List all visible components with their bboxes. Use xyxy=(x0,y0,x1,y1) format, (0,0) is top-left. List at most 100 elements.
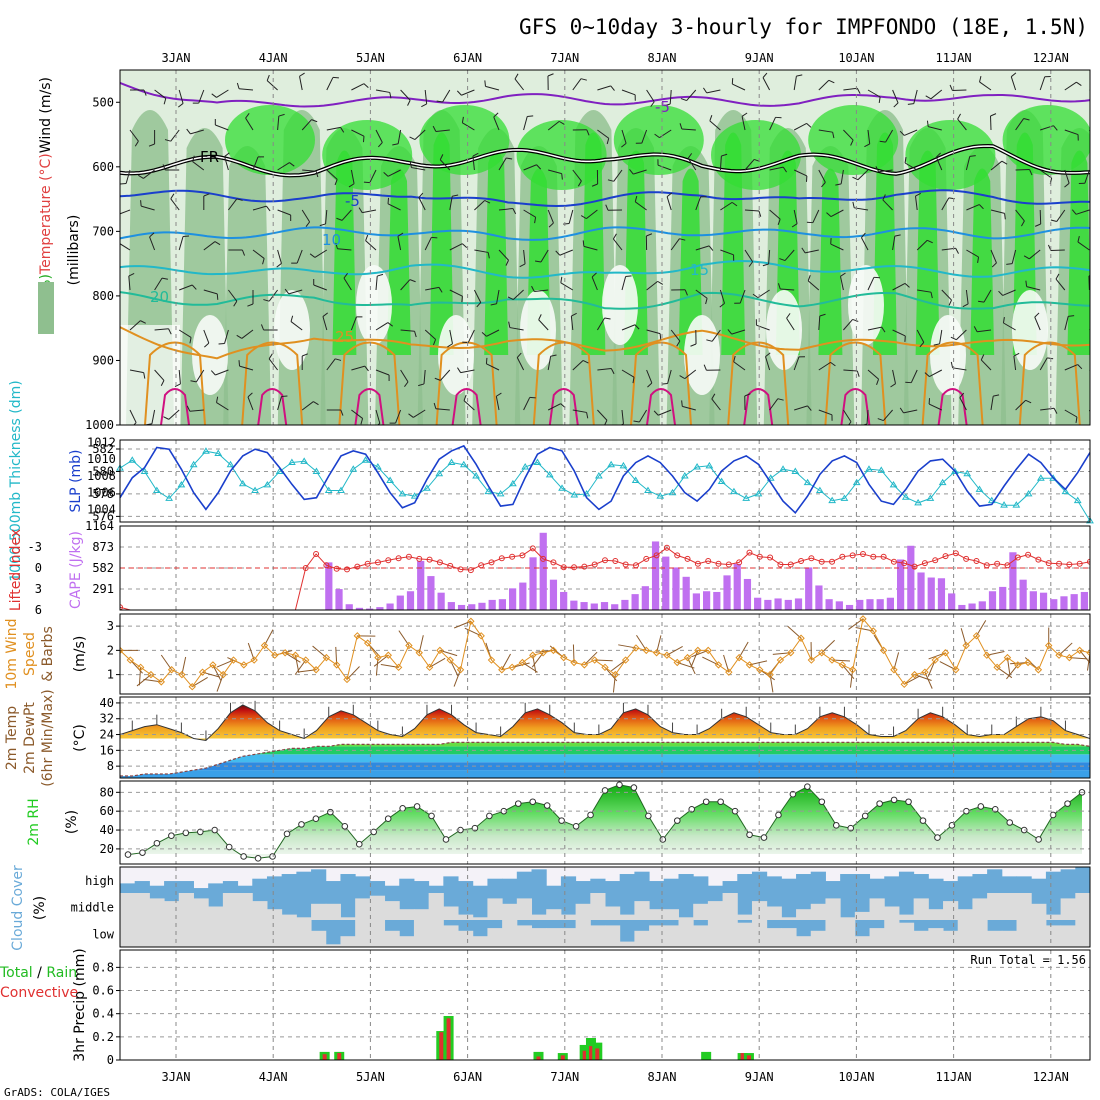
isotherm-lobe xyxy=(1018,341,1081,425)
thickness-point xyxy=(423,484,431,491)
wind-ylabel-c: & Barbs xyxy=(40,626,56,682)
rh-point xyxy=(832,822,840,829)
tick-label: 800 xyxy=(92,289,114,303)
cloud-cell xyxy=(943,901,959,920)
cloud-cell xyxy=(898,922,915,947)
thickness-point xyxy=(312,467,321,474)
wind-ylabel-b: Speed xyxy=(22,632,38,676)
wind-barb-flag xyxy=(377,142,383,148)
thickness-point xyxy=(619,461,628,469)
cloud-high-cell xyxy=(237,885,253,893)
cape-bar xyxy=(672,567,680,610)
wind-barb xyxy=(924,671,933,689)
wind-barb-flag xyxy=(268,353,273,360)
wind-barb-flag xyxy=(979,76,982,83)
wind-barb xyxy=(892,329,906,337)
wind-barb xyxy=(168,409,180,420)
wind-barb xyxy=(720,249,734,256)
thickness-point xyxy=(214,449,223,456)
wind-speed-point xyxy=(807,656,816,664)
lifted-point xyxy=(880,553,887,560)
wind-barb xyxy=(681,128,696,131)
wind-speed-point xyxy=(167,666,176,674)
wind-barb xyxy=(241,329,254,339)
wind-barb-flag xyxy=(653,410,659,416)
wind-barb xyxy=(398,630,410,646)
wind-barb xyxy=(1011,249,1017,264)
rh-point xyxy=(616,781,623,789)
cape-tick-label: 873 xyxy=(92,540,114,554)
rh-point xyxy=(254,855,262,862)
cloud-cell xyxy=(840,920,856,947)
thickness-point xyxy=(828,496,837,504)
lifted-point xyxy=(942,553,949,560)
wind-barb-flag xyxy=(890,383,896,388)
wind-barb xyxy=(215,124,229,131)
wind-barb xyxy=(702,656,719,666)
isotherm-lobe xyxy=(338,341,401,425)
wind-barb xyxy=(733,361,746,371)
cloud-cell xyxy=(222,920,239,947)
rh-point xyxy=(341,822,349,830)
tick-label: 40 xyxy=(100,696,114,710)
lifted-point xyxy=(1056,560,1063,567)
slp-tick-label: 1006 xyxy=(87,486,116,500)
thickness-point xyxy=(717,477,726,485)
wind-barb xyxy=(531,652,544,668)
wind-barb-flag xyxy=(414,331,417,338)
wind-barb xyxy=(160,654,173,671)
wind-barb-flag xyxy=(899,130,905,136)
thickness-point xyxy=(373,462,382,470)
cloud-high-cell xyxy=(590,878,606,893)
wind-barb-flag xyxy=(241,249,246,256)
cloud-high-cell xyxy=(281,874,297,893)
rh-blob xyxy=(419,105,510,175)
wind-barb xyxy=(1064,169,1070,184)
wind-barb xyxy=(793,209,798,224)
wind-barb xyxy=(460,369,475,374)
wind-barb xyxy=(369,169,377,183)
isotherm-lobe-hot xyxy=(840,388,871,425)
wind-speed-point xyxy=(1014,661,1022,669)
wind-barb xyxy=(400,329,415,332)
wind-barb xyxy=(216,89,229,98)
wind-barb-flag xyxy=(676,340,681,347)
wind-barb-flag xyxy=(881,326,886,333)
wind-barb xyxy=(203,289,218,295)
rh-column-core xyxy=(678,168,703,355)
cloud-high-cell xyxy=(560,876,577,893)
wind-barb-flag xyxy=(289,162,295,167)
wind-barb-flag xyxy=(558,120,565,125)
wind-barb xyxy=(1015,118,1025,131)
wind-barb-flag xyxy=(266,74,270,81)
thickness-point xyxy=(263,480,272,488)
thickness-point xyxy=(1024,489,1033,497)
wind-speed-point xyxy=(188,683,196,691)
wind-barb xyxy=(636,634,647,651)
wind-barb xyxy=(983,289,992,303)
cloud-high-cell xyxy=(1031,878,1047,893)
wind-barb-flag xyxy=(659,333,662,340)
wind-barb xyxy=(1015,399,1027,411)
rh-shading xyxy=(120,70,1090,425)
wind-speed-point xyxy=(993,663,1001,672)
wind-speed-point xyxy=(126,656,135,664)
wind-barb-flag xyxy=(418,192,424,198)
wind-barb xyxy=(154,277,163,291)
slp-ylabel: SLP (mb) xyxy=(68,449,84,512)
wind-barb xyxy=(691,649,709,658)
wind-barb xyxy=(719,155,722,171)
wind-speed-point xyxy=(673,658,681,667)
lifted-point xyxy=(333,565,340,572)
cloud-high-cell xyxy=(222,881,239,893)
cloud-cell xyxy=(1045,914,1062,920)
cloud-high-cell xyxy=(1060,869,1076,893)
cloud-high-cell xyxy=(120,883,136,893)
cape-bar xyxy=(927,577,935,610)
cape-bar xyxy=(396,595,404,610)
wind-barb xyxy=(120,209,131,215)
wind-barb xyxy=(296,249,303,264)
wind-barb-flag xyxy=(210,370,216,376)
isotherm-lobe xyxy=(921,341,984,425)
wind-barb-flag xyxy=(582,240,585,247)
